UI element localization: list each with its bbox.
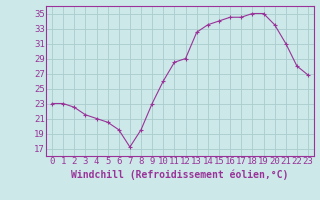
X-axis label: Windchill (Refroidissement éolien,°C): Windchill (Refroidissement éolien,°C) xyxy=(71,169,289,180)
